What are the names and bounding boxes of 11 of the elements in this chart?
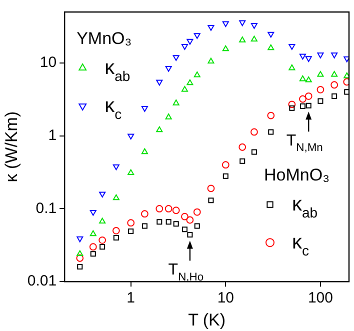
x-tick-label: 100 bbox=[308, 290, 333, 307]
y-tick-label: 0.01 bbox=[27, 272, 57, 290]
x-axis-title: T (K) bbox=[188, 310, 226, 330]
x-tick-label: 10 bbox=[217, 290, 234, 307]
y-tick-label: 0.1 bbox=[36, 200, 57, 217]
y-tick-label: 10 bbox=[40, 54, 57, 72]
y-axis-title: κ (W/Km) bbox=[2, 111, 21, 182]
y-tick-label: 1 bbox=[48, 126, 57, 144]
x-tick-label: 1 bbox=[126, 290, 136, 307]
annotation: HoMnO₃ bbox=[264, 166, 330, 185]
annotation: YMnO₃ bbox=[76, 29, 132, 48]
